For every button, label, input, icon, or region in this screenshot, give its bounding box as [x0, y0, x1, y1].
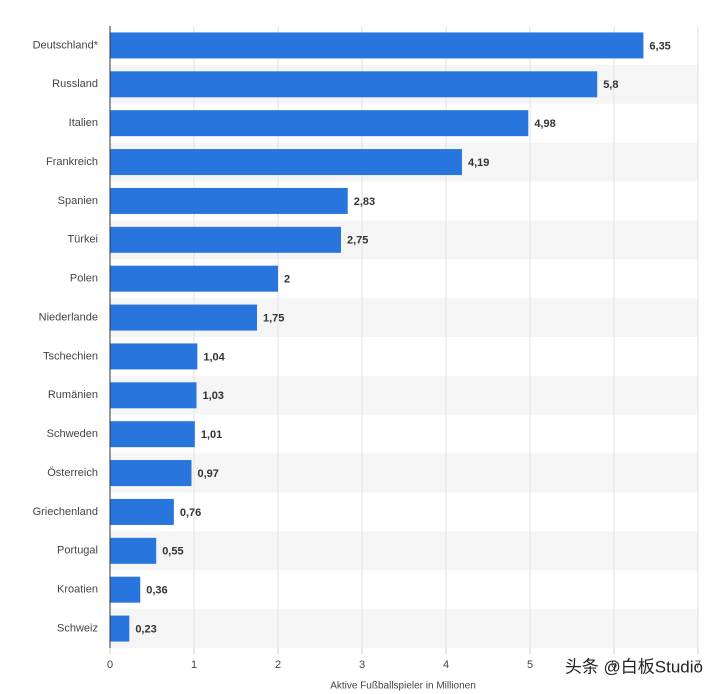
- y-tick-label: Russland: [52, 78, 98, 90]
- y-tick-label: Niederlande: [39, 311, 98, 323]
- x-tick-label: 7: [695, 659, 701, 671]
- bar: [110, 265, 278, 292]
- bar: [110, 382, 197, 409]
- y-tick-label: Rumänien: [48, 389, 98, 401]
- row-backgrounds: [110, 64, 698, 648]
- value-label: 4,19: [468, 157, 489, 169]
- bar: [110, 343, 198, 370]
- y-tick-label: Polen: [70, 273, 98, 285]
- x-tick-label: 1: [191, 659, 197, 671]
- row-band: [110, 531, 698, 571]
- row-band: [110, 375, 698, 415]
- bar: [110, 576, 141, 603]
- bar: [110, 421, 195, 448]
- row-band: [110, 453, 698, 493]
- value-label: 5,8: [603, 79, 618, 91]
- y-tick-label: Portugal: [57, 545, 98, 557]
- value-label: 0,36: [146, 585, 167, 597]
- watermark: 头条 @白板Studio: [565, 657, 703, 676]
- bar: [110, 149, 462, 176]
- bar: [110, 304, 257, 331]
- bar: [110, 615, 130, 642]
- bar: [110, 226, 341, 253]
- y-tick-label: Schweiz: [57, 622, 98, 634]
- x-axis-label: Aktive Fußballspieler in Millionen: [330, 681, 476, 692]
- row-band: [110, 609, 698, 648]
- value-label: 1,03: [203, 390, 224, 402]
- value-label: 6,35: [649, 40, 670, 52]
- marks: Deutschland* 6,35 Russland 5,8 Italien 4,98 Fr…: [33, 26, 703, 676]
- y-tick-label: Frankreich: [46, 156, 98, 168]
- value-label: 2,83: [354, 196, 375, 208]
- bar: [110, 537, 157, 564]
- bar: [110, 110, 529, 137]
- x-tick-label: 5: [527, 659, 533, 671]
- y-tick-label: Österreich: [47, 467, 98, 479]
- bar: [110, 71, 598, 98]
- x-tick-label: 0: [107, 659, 113, 671]
- bar: [110, 498, 174, 525]
- value-label: 1,01: [201, 429, 222, 441]
- value-label: 1,04: [203, 351, 225, 363]
- x-tick-label: 4: [443, 659, 449, 671]
- value-label: 2: [284, 274, 290, 286]
- value-label: 4,98: [534, 118, 555, 130]
- value-label: 2,75: [347, 235, 368, 247]
- x-tick-label: 3: [359, 659, 365, 671]
- x-tick-label: 6: [611, 659, 617, 671]
- x-tick-label: 2: [275, 659, 281, 671]
- y-tick-label: Schweden: [47, 428, 98, 440]
- value-label: 1,75: [263, 312, 284, 324]
- y-tick-label: Türkei: [67, 234, 98, 246]
- bar: [110, 32, 644, 59]
- y-tick-label: Deutschland*: [33, 39, 99, 51]
- bar: [110, 460, 192, 487]
- value-label: 0,97: [197, 468, 218, 480]
- y-tick-label: Italien: [69, 117, 98, 129]
- value-label: 0,23: [135, 623, 156, 635]
- value-label: 0,55: [162, 546, 183, 558]
- y-tick-label: Spanien: [58, 195, 98, 207]
- y-tick-label: Griechenland: [33, 506, 98, 518]
- value-label: 0,76: [180, 507, 201, 519]
- y-tick-label: Tschechien: [43, 350, 98, 362]
- bar: [110, 187, 348, 214]
- y-tick-label: Kroatien: [57, 584, 98, 596]
